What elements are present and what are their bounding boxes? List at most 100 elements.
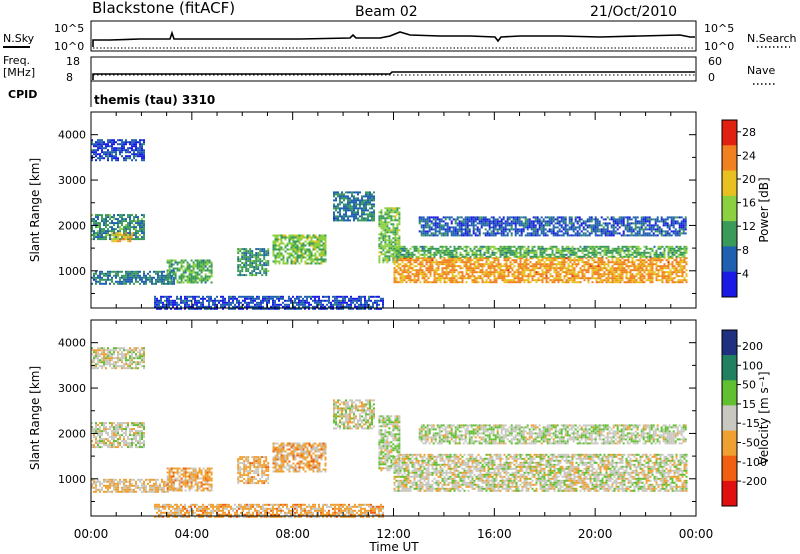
range-cell xyxy=(123,218,125,221)
noise-panel-frame xyxy=(90,20,697,52)
range-cell xyxy=(426,218,429,221)
range-cell xyxy=(310,260,313,263)
range-cell xyxy=(298,250,301,253)
range-cell xyxy=(166,277,169,280)
range-cell xyxy=(239,248,242,251)
range-cell xyxy=(386,251,389,254)
range-cell xyxy=(425,259,428,262)
range-cell xyxy=(396,233,399,236)
range-cell xyxy=(413,281,416,284)
range-cell xyxy=(529,271,532,274)
range-cell xyxy=(631,275,634,278)
range-cell xyxy=(306,254,309,257)
range-cell xyxy=(531,257,534,260)
range-cell xyxy=(424,226,427,229)
range-cell xyxy=(117,224,119,227)
range-cell xyxy=(446,230,449,233)
range-cell xyxy=(538,226,541,229)
range-cell xyxy=(483,275,486,278)
range-cell xyxy=(133,143,135,146)
range-cell xyxy=(107,149,109,152)
range-cell xyxy=(503,247,506,250)
range-cell xyxy=(631,247,634,250)
range-cell xyxy=(272,252,275,255)
range-cell xyxy=(563,263,566,266)
range-cell xyxy=(278,254,281,257)
range-cell xyxy=(527,279,530,282)
range-cell xyxy=(576,234,579,237)
range-cell xyxy=(560,216,563,219)
range-cell xyxy=(502,232,505,235)
range-cell xyxy=(437,275,440,278)
range-cell xyxy=(458,222,461,225)
range-cell xyxy=(373,219,375,222)
range-cell xyxy=(255,256,258,259)
range-cell xyxy=(577,263,580,266)
range-cell xyxy=(565,257,568,260)
range-cell xyxy=(428,228,431,231)
range-cell xyxy=(494,234,497,237)
range-cell xyxy=(320,244,323,247)
range-cell xyxy=(115,276,117,279)
range-cell xyxy=(615,261,618,264)
range-cell xyxy=(401,259,404,262)
range-cell xyxy=(477,247,480,250)
range-cell xyxy=(463,257,466,260)
range-cell xyxy=(679,249,682,252)
range-cell xyxy=(677,253,680,256)
range-cell xyxy=(186,303,188,306)
range-cell xyxy=(390,253,393,256)
range-cell xyxy=(471,273,474,276)
range-cell xyxy=(103,236,105,239)
range-cell xyxy=(176,269,179,272)
range-cell xyxy=(569,253,572,256)
range-cell xyxy=(101,232,103,235)
range-cell xyxy=(656,216,659,219)
range-cell xyxy=(409,277,412,280)
range-cell xyxy=(241,254,244,257)
range-cell xyxy=(670,220,673,223)
range-cell xyxy=(540,222,543,225)
range-cell xyxy=(294,262,297,265)
range-cell xyxy=(419,273,422,276)
range-cell xyxy=(459,271,462,274)
range-cell xyxy=(631,245,634,248)
range-cell xyxy=(440,220,443,223)
range-cell xyxy=(607,273,610,276)
range-cell xyxy=(117,234,120,237)
range-cell xyxy=(378,233,381,236)
range-cell xyxy=(548,222,551,225)
range-cell xyxy=(316,238,319,241)
range-cell xyxy=(563,261,566,264)
range-cell xyxy=(535,263,538,266)
range-cell xyxy=(397,247,400,250)
range-cell xyxy=(431,267,434,270)
range-cell xyxy=(465,265,468,268)
range-cell xyxy=(507,265,510,268)
range-cell xyxy=(432,222,435,225)
range-cell xyxy=(483,265,486,268)
range-cell xyxy=(647,265,650,268)
range-cell xyxy=(609,255,612,258)
range-cell xyxy=(675,263,678,266)
range-cell xyxy=(667,265,670,268)
range-cell xyxy=(444,232,447,235)
range-cell xyxy=(316,260,319,263)
range-cell xyxy=(623,259,626,262)
range-cell xyxy=(474,220,477,223)
range-cell xyxy=(253,274,256,277)
range-cell xyxy=(384,217,387,220)
range-cell xyxy=(184,299,186,302)
range-cell xyxy=(411,263,414,266)
range-cell xyxy=(520,216,523,219)
range-cell xyxy=(565,267,568,270)
range-cell xyxy=(555,279,558,282)
range-cell xyxy=(517,257,520,260)
range-cell xyxy=(172,269,175,272)
range-cell xyxy=(257,248,260,251)
range-cell xyxy=(237,260,240,263)
range-cell xyxy=(170,303,172,306)
range-cell xyxy=(314,234,317,237)
range-cell xyxy=(255,268,258,271)
freq-tick-low: 8 xyxy=(66,71,73,84)
